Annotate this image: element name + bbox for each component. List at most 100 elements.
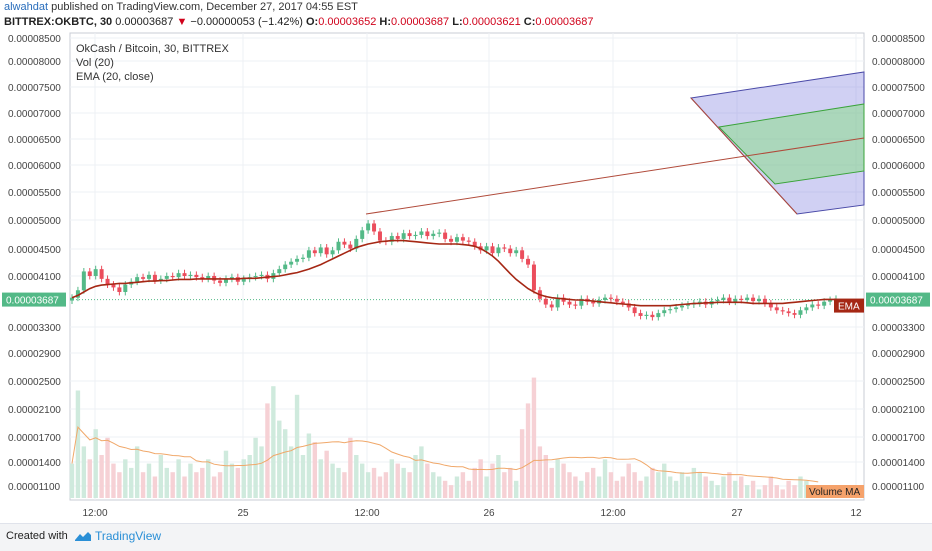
legend-vol: Vol (20): [76, 57, 114, 69]
volume-bar: [448, 485, 454, 498]
candle-body: [87, 271, 92, 276]
volume-bar: [662, 463, 667, 498]
left-tick-label: 0.00008000: [8, 57, 61, 68]
volume-bar: [176, 459, 181, 498]
volume-bar: [111, 463, 116, 498]
right-price-badge: [866, 292, 930, 307]
candle-body: [508, 248, 513, 254]
volume-bar: [786, 480, 791, 498]
volume-bar: [324, 450, 329, 498]
pitchfork-handle: [690, 97, 798, 215]
left-tick-label: 0.00006500: [8, 135, 61, 146]
candle-body: [295, 258, 300, 262]
tradingview-logo-icon: [75, 532, 91, 541]
left-tick-label: 0.00002100: [8, 405, 61, 416]
candle-body: [93, 269, 98, 276]
volume-bar: [294, 394, 300, 498]
volume-bar: [620, 476, 625, 498]
volume-bar: [383, 472, 389, 498]
volume-bar: [590, 467, 596, 498]
volume-bar: [721, 476, 726, 498]
candle-body: [395, 236, 400, 239]
candle-body: [454, 237, 459, 242]
candle-body: [650, 314, 655, 318]
candle-body: [218, 280, 223, 283]
volume-bar: [484, 476, 489, 498]
candle-body: [608, 297, 613, 299]
volume-bar: [513, 480, 519, 498]
candle-body: [502, 247, 507, 249]
candle-body: [757, 298, 762, 302]
right-tick-label: 0.00005000: [872, 216, 925, 227]
candle-body: [774, 307, 779, 311]
candle-body: [531, 264, 536, 291]
volume-bar: [377, 476, 383, 498]
change-value: −0.00000053 (−1.42%): [190, 16, 303, 28]
right-tick-label: 0.00007500: [872, 83, 925, 94]
author-link[interactable]: alwahdat: [4, 1, 49, 13]
volume-bar: [478, 459, 483, 498]
candle-body: [330, 250, 335, 255]
volume-bar: [596, 476, 602, 498]
candle-body: [312, 250, 317, 254]
candle-body: [514, 250, 519, 254]
volume-bar: [490, 463, 495, 498]
ohlc-line: BITTREX:OKBTC, 30 0.00003687 ▼ −0.000000…: [4, 16, 594, 28]
volume-bar: [223, 450, 229, 498]
volume-bar: [211, 476, 217, 498]
volume-bar: [99, 455, 104, 498]
volume-bar: [146, 463, 152, 498]
volume-bar: [288, 446, 294, 498]
candle-body: [194, 274, 199, 278]
candle-body: [277, 269, 282, 274]
candle-body: [644, 314, 649, 316]
left-tick-label: 0.00005500: [8, 188, 61, 199]
candle-body: [81, 271, 86, 291]
volume-bar: [365, 472, 371, 498]
candle-body: [810, 304, 815, 308]
x-tick-label: 12:00: [354, 508, 379, 519]
volume-bar: [561, 463, 566, 498]
published-text: published on TradingView.com, December 2…: [51, 1, 358, 13]
candle-body: [632, 307, 637, 314]
price-chart[interactable]: 0.00008500 0.00008500 0.00008000 0.00008000…: [0, 0, 932, 523]
volume-bar: [496, 455, 501, 498]
chart-legend: OkCash / Bitcoin, 30, BITTREX Vol (20) E…: [76, 42, 229, 84]
volume-bar: [129, 467, 134, 498]
candle-body: [792, 313, 797, 315]
candle-body: [567, 301, 572, 305]
volume-bar: [774, 485, 779, 498]
volume-bar: [194, 472, 199, 498]
candle-body: [697, 301, 702, 304]
candle-body: [472, 241, 477, 247]
candle-body: [733, 298, 738, 302]
candle-body: [360, 230, 365, 239]
tradingview-logo[interactable]: TradingView: [75, 529, 161, 543]
candle-body: [407, 233, 412, 237]
volume-bar: [117, 472, 122, 498]
volume-bar: [389, 459, 395, 498]
volume-bar: [679, 472, 685, 498]
volume-bar: [567, 472, 572, 498]
volume-bar: [750, 480, 756, 498]
volume-bar: [69, 463, 75, 498]
candle-body: [484, 246, 489, 251]
candle-body: [603, 297, 608, 300]
volume-bar: [300, 455, 306, 498]
volume-bar: [425, 463, 430, 498]
candle-body: [762, 298, 767, 304]
candle-body: [318, 247, 323, 254]
x-tick-label: 12: [850, 508, 862, 519]
volume-bar: [407, 472, 412, 498]
volume-bar: [727, 472, 732, 498]
x-tick-label: 12:00: [600, 508, 625, 519]
volume-ma-badge-text: Volume MA: [809, 487, 860, 498]
candle-body: [188, 274, 193, 276]
volume-bar: [152, 476, 158, 498]
candle-body: [579, 298, 584, 306]
volume-bar: [744, 485, 750, 498]
right-tick-label: 0.00001400: [872, 458, 925, 469]
publish-line: alwahdat published on TradingView.com, D…: [4, 1, 358, 13]
volume-bar: [342, 472, 347, 498]
volume-bar: [312, 442, 318, 498]
